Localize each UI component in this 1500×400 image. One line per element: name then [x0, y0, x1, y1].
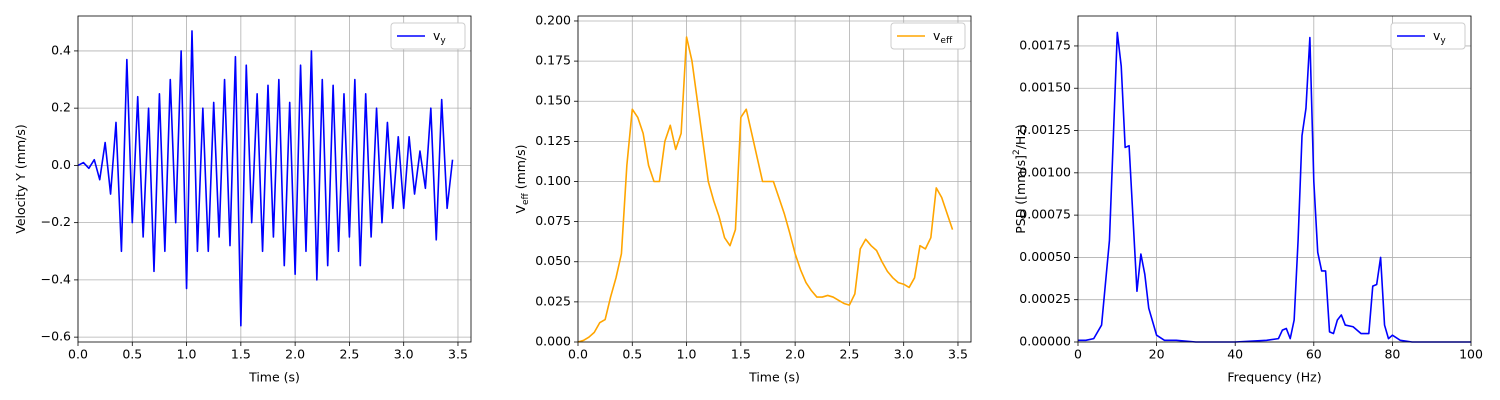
panel: 0.0 0.5 1.0 1.5 2.0 2.5 3.0 3.5 0.000 0.025 0.050 0… — [513, 12, 972, 385]
x-tick-label: 3.5 — [948, 347, 968, 362]
text-part: eff — [940, 36, 953, 46]
y-tick-label: 0.175 — [535, 53, 571, 68]
legend-label: vy — [433, 28, 446, 46]
legend-box — [390, 22, 466, 50]
x-tick-label: 2.0 — [785, 347, 805, 362]
x-tick-label: 0 — [1074, 347, 1082, 362]
legend-label: veff — [933, 28, 953, 46]
text-part: v — [933, 28, 941, 43]
data-line — [77, 30, 454, 327]
plot-frame — [577, 15, 972, 343]
x-tick-label: 3.0 — [894, 347, 914, 362]
y-tick-label: 0.200 — [535, 12, 571, 27]
y-tick-label: 0.4 — [51, 42, 71, 57]
x-tick-label: 3.0 — [394, 347, 414, 362]
y-tick-label: 0.125 — [535, 133, 571, 148]
y-tick-label: 0.150 — [535, 93, 571, 108]
text-part: v — [433, 28, 441, 43]
y-tick-label: 0.00075 — [1019, 207, 1071, 222]
y-tick-label: −0.6 — [41, 329, 71, 344]
y-tick-label: 0.2 — [51, 100, 71, 115]
plot-frame — [77, 15, 472, 343]
plot-frame — [1077, 15, 1472, 343]
x-tick-label: 1.0 — [177, 347, 197, 362]
y-tick-label: 0.00100 — [1019, 164, 1071, 179]
y-tick-label: 0.100 — [535, 173, 571, 188]
x-tick-label: 40 — [1227, 347, 1243, 362]
y-tick-label: 0.00175 — [1019, 37, 1071, 52]
y-tick-label: −0.4 — [41, 271, 71, 286]
y-tick-label: −0.2 — [41, 214, 71, 229]
y-axis-label: Velocity Y (mm/s) — [13, 124, 28, 233]
text-part: 2 — [1012, 149, 1022, 155]
text-part: PSD ([mm/s] — [1013, 155, 1028, 234]
y-axis-label: Veff (mm/s) — [513, 144, 531, 213]
x-tick-label: 0.5 — [122, 347, 142, 362]
x-axis-label: Time (s) — [248, 370, 300, 385]
y-tick-label: 0.000 — [535, 334, 571, 349]
text-part: Velocity Y (mm/s) — [13, 124, 28, 233]
x-tick-label: 2.5 — [339, 347, 359, 362]
data-line — [577, 36, 954, 343]
y-tick-label: 0.00150 — [1019, 80, 1071, 95]
x-tick-label: 3.5 — [448, 347, 468, 362]
text-part: (mm/s) — [513, 144, 528, 193]
text-part: v — [1433, 28, 1441, 43]
legend-label: vy — [1433, 28, 1446, 46]
text-part: y — [440, 36, 446, 46]
x-tick-label: 1.5 — [731, 347, 751, 362]
y-tick-label: 0.00050 — [1019, 249, 1071, 264]
y-tick-label: 0.00025 — [1019, 291, 1071, 306]
text-part: y — [1440, 36, 1446, 46]
text-part: eff — [521, 192, 531, 205]
x-tick-label: 1.0 — [677, 347, 697, 362]
x-tick-label: 0.5 — [622, 347, 642, 362]
y-tick-label: 0.0 — [51, 157, 71, 172]
y-tick-label: 0.025 — [535, 293, 571, 308]
x-tick-label: 100 — [1459, 347, 1483, 362]
x-tick-label: 80 — [1384, 347, 1400, 362]
y-tick-label: 0.00000 — [1019, 334, 1071, 349]
x-axis-label: Frequency (Hz) — [1227, 370, 1321, 385]
text-part: V — [513, 205, 528, 214]
y-tick-label: 0.050 — [535, 253, 571, 268]
x-tick-label: 2.0 — [285, 347, 305, 362]
y-tick-label: 0.00125 — [1019, 122, 1071, 137]
x-tick-label: 0.0 — [68, 347, 88, 362]
panel: 0.0 0.5 1.0 1.5 2.0 2.5 3.0 3.5 −0.6 −0.4 −0.2 0.0 0… — [13, 15, 472, 385]
text-part: /Hz) — [1013, 124, 1028, 149]
x-tick-label: 2.5 — [839, 347, 859, 362]
x-axis-label: Time (s) — [748, 370, 800, 385]
x-tick-label: 20 — [1149, 347, 1165, 362]
y-tick-label: 0.075 — [535, 213, 571, 228]
panel: 0 20 40 60 80 100 0.00000 0.00025 0.00050 0.00075… — [1012, 15, 1483, 385]
legend-box — [890, 22, 966, 50]
x-tick-label: 60 — [1306, 347, 1322, 362]
legend-box — [1390, 22, 1466, 50]
data-line — [1078, 31, 1471, 343]
x-tick-label: 1.5 — [231, 347, 251, 362]
y-axis-label: PSD ([mm/s]2/Hz) — [1012, 124, 1028, 234]
x-tick-label: 0.0 — [568, 347, 588, 362]
